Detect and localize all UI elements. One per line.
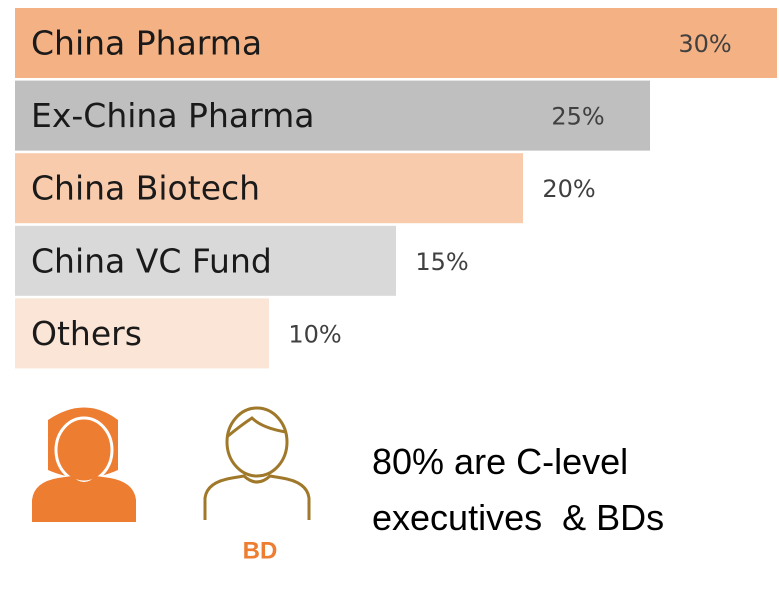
woman-icon [32, 407, 136, 522]
value-label: 10% [288, 320, 341, 348]
category-label: China VC Fund [31, 241, 272, 280]
bar [15, 153, 523, 224]
value-label: 30% [678, 30, 731, 58]
bar [15, 8, 777, 78]
annotation: executives & BDs [372, 497, 664, 538]
annotation: 80% are C-level [372, 441, 628, 482]
category-label: China Pharma [31, 24, 262, 63]
man-icon [203, 406, 311, 520]
category-label: Others [31, 314, 142, 353]
value-label: 20% [542, 175, 595, 203]
value-label: 25% [551, 103, 604, 131]
bar [15, 225, 396, 296]
bar [15, 298, 269, 369]
value-label: 15% [415, 248, 468, 276]
category-label: Ex-China Pharma [31, 96, 314, 135]
bar [15, 80, 650, 151]
icon-label: BD [243, 537, 278, 564]
category-label: China Biotech [31, 169, 260, 208]
